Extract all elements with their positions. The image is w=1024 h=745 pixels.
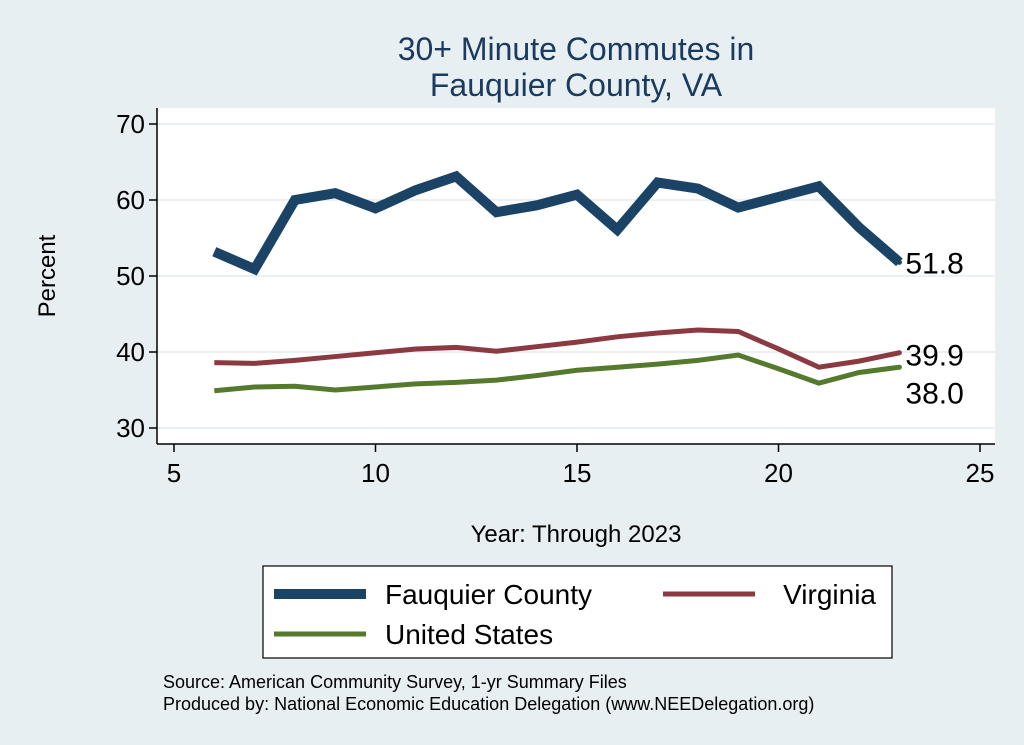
x-tick-label-15: 15 [563,458,592,488]
x-tick-label-10: 10 [361,458,390,488]
data-point-united-states-23 [896,364,902,370]
axes: 30 40 50 60 70 5 10 15 20 25 [116,108,995,488]
x-axis-title: Year: Through 2023 [471,521,682,548]
y-tick-label-50: 50 [116,261,145,291]
end-label-united-states: 38.0 [905,377,963,410]
legend-label-united-states: United States [385,619,553,650]
legend-label-fauquier-county: Fauquier County [385,579,592,610]
end-label-fauquier-county: 51.8 [905,247,963,280]
end-labels: 51.8 39.9 38.0 [905,247,963,410]
y-tick-label-70: 70 [116,109,145,139]
y-tick-label-60: 60 [116,185,145,215]
y-tick-label-30: 30 [116,413,145,443]
chart-title-line-1: 30+ Minute Commutes in [398,31,755,67]
data-point-fauquier-county-23 [896,259,902,265]
data-point-virginia-23 [896,350,902,356]
x-tick-label-5: 5 [167,458,181,488]
source-note: Source: American Community Survey, 1-yr … [163,672,627,692]
legend-label-virginia: Virginia [783,579,876,610]
series-line-united-states [214,352,900,394]
legend: Fauquier County Virginia United States [262,565,893,659]
series-lines [212,170,903,394]
producer-note: Produced by: National Economic Education… [163,694,814,714]
series-line-virginia [214,327,900,370]
legend-box [262,565,893,659]
series-line-fauquier-county [212,170,903,276]
end-label-virginia: 39.9 [905,339,963,372]
y-axis-title: Percent [34,234,61,317]
x-tick-label-25: 25 [966,458,995,488]
chart-title-line-2: Fauquier County, VA [430,67,723,103]
x-tick-label-20: 20 [764,458,793,488]
y-tick-label-40: 40 [116,337,145,367]
